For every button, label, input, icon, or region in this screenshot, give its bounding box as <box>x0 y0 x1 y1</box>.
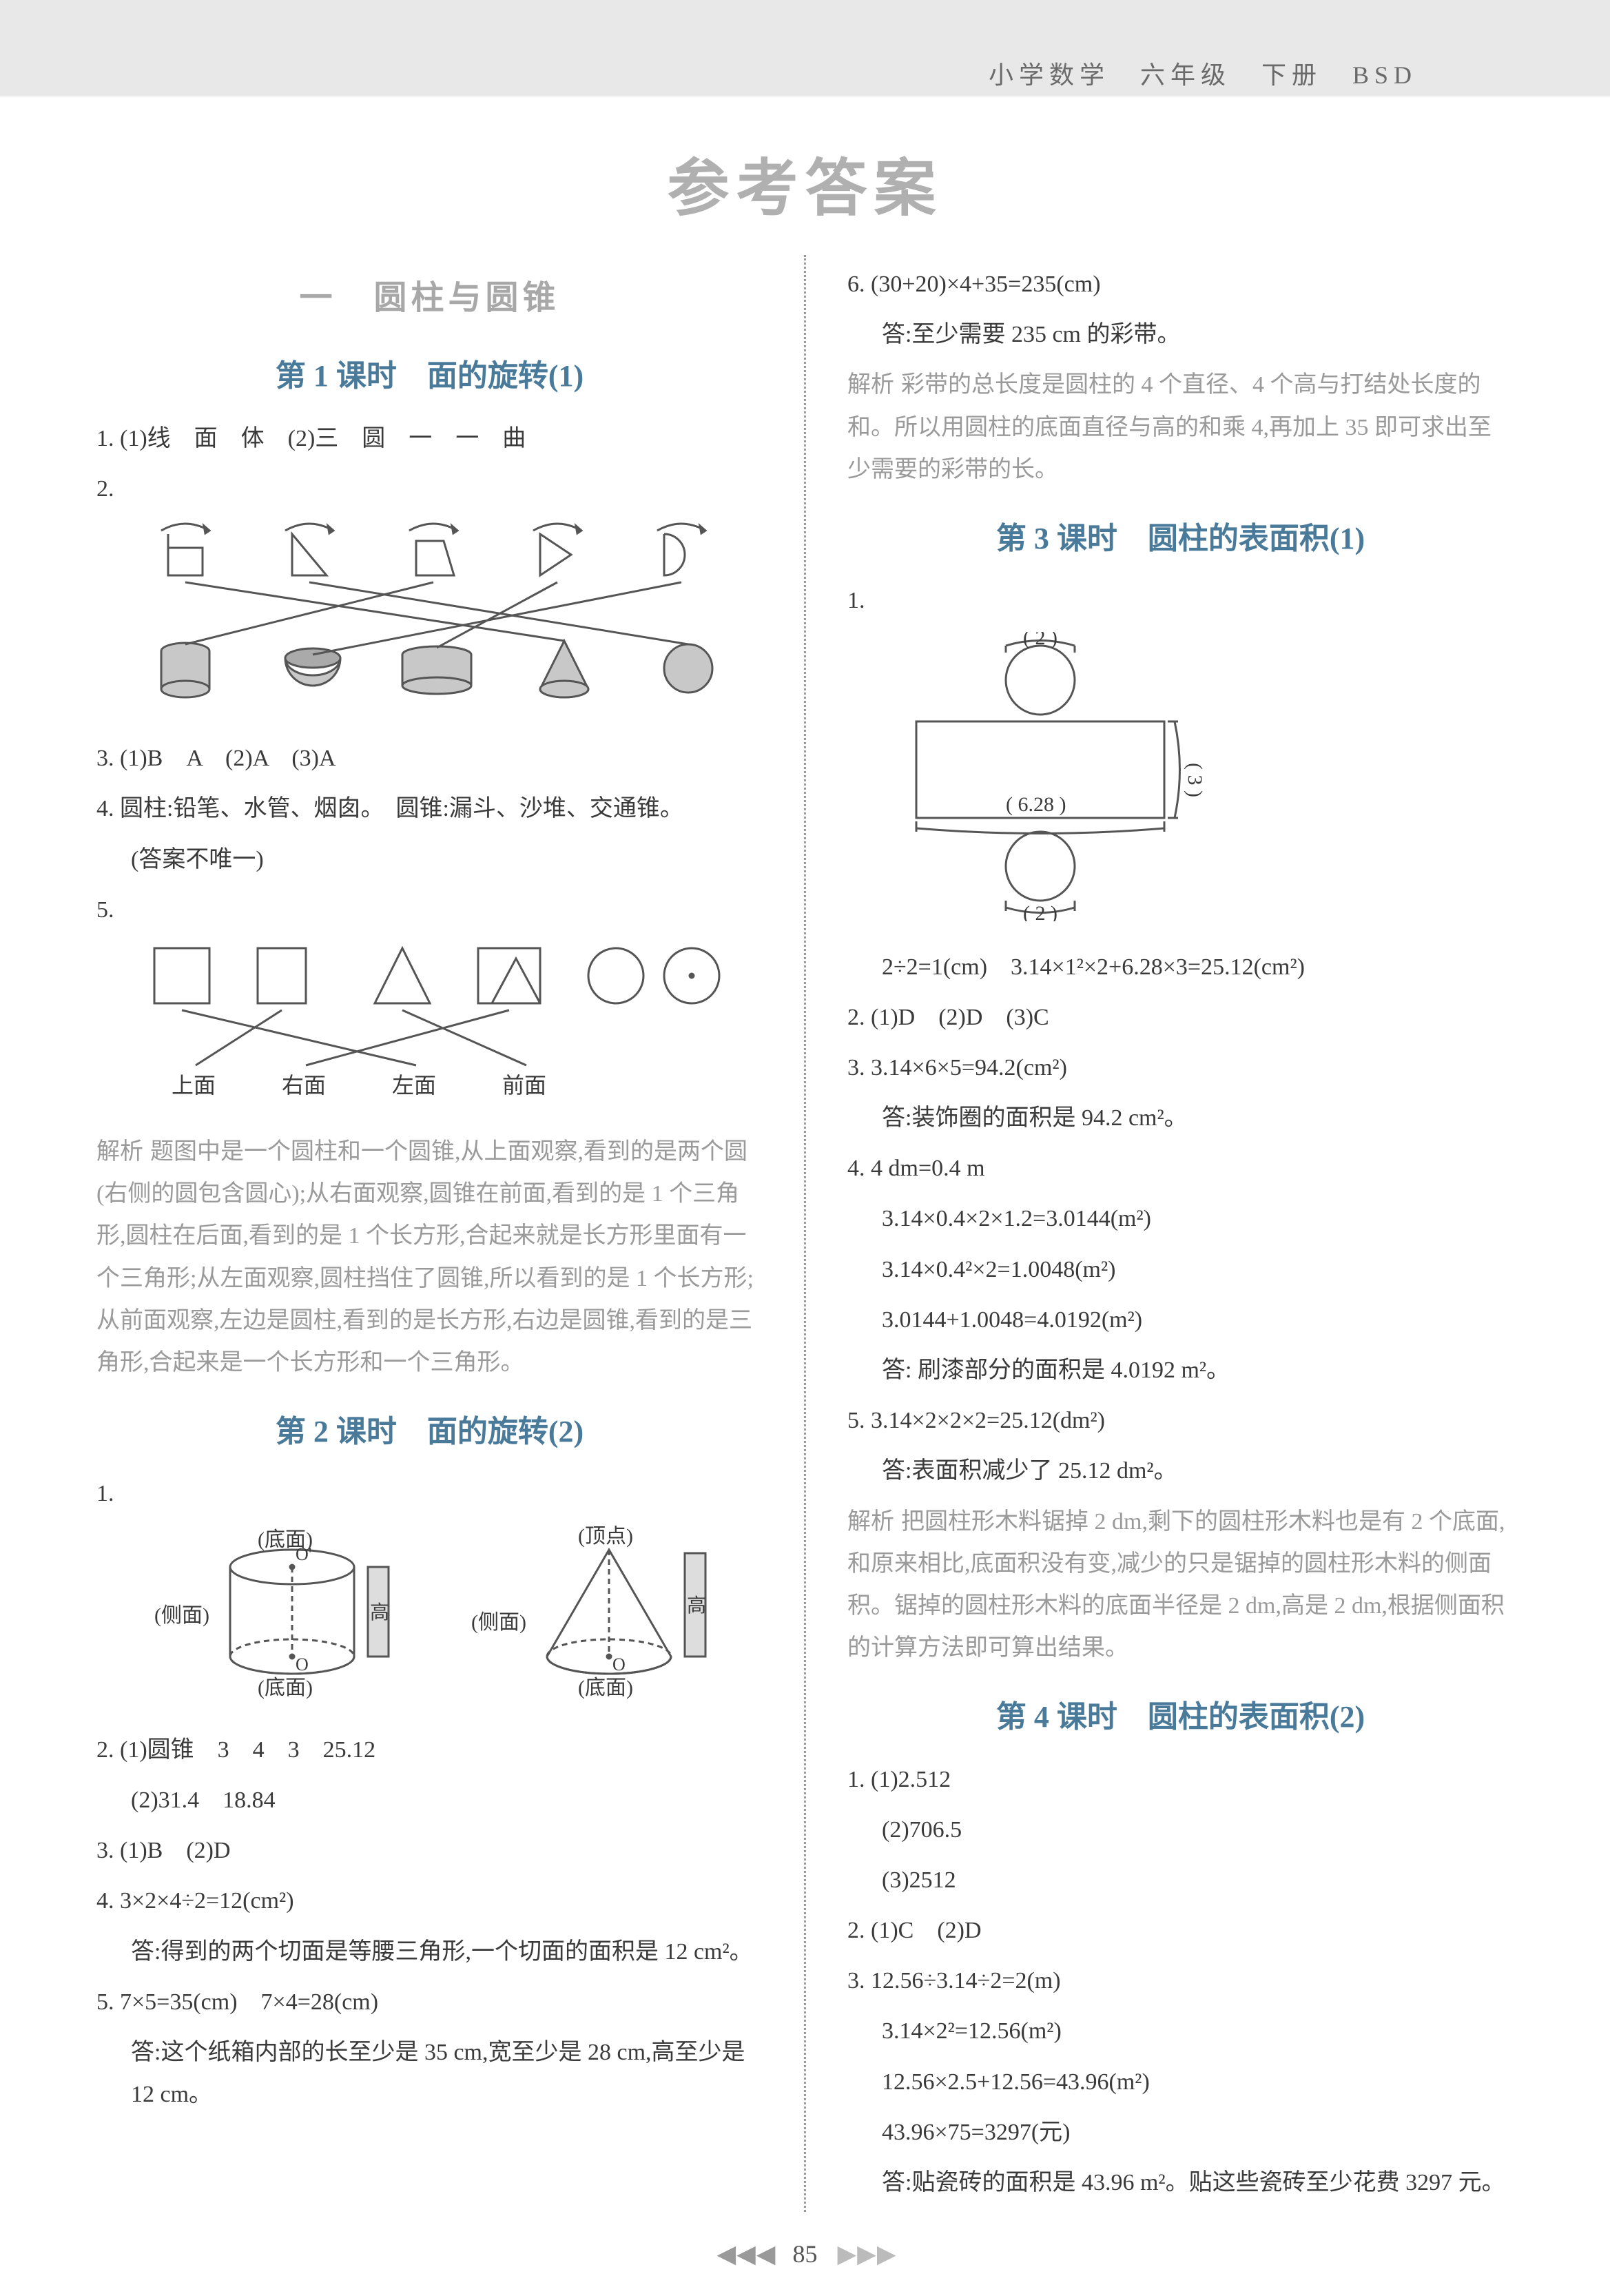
l3-q3a: 3. 3.14×6×5=94.2(cm²) <box>847 1047 1514 1089</box>
explain-text: 把圆柱形木料锯掉 2 dm,剩下的圆柱形木料也是有 2 个底面,和原来相比,底面… <box>847 1509 1505 1661</box>
l3-q5-explain: 解析把圆柱形木料锯掉 2 dm,剩下的圆柱形木料也是有 2 个底面,和原来相比,… <box>847 1501 1514 1670</box>
header-band: 小学数学 六年级 下册 BSD <box>0 0 1610 96</box>
r-q6-explain: 解析彩带的总长度是圆柱的 4 个直径、4 个高与打结处长度的和。所以用圆柱的底面… <box>847 364 1514 491</box>
left-column: 一 圆柱与圆锥 第 1 课时 面的旋转(1) 1. (1)线 面 体 (2)三 … <box>96 255 763 2212</box>
svg-text:右面: 右面 <box>282 1073 326 1098</box>
cylinder-net-diagram: ( 2 ) ( 6.28 ) ( 3 ) ( 2 ) <box>889 632 1302 921</box>
page-arrow-left-icon: ◀ ◀ ◀ <box>716 2240 772 2268</box>
l4-q1b: (2)706.5 <box>847 1809 1514 1851</box>
l3-q1-label: 1. <box>847 580 1514 622</box>
svg-text:左面: 左面 <box>392 1073 436 1098</box>
l4-q3d: 43.96×75=3297(元) <box>847 2111 1514 2153</box>
column-divider <box>804 255 806 2212</box>
page-number: ◀ ◀ ◀ 85 ▶ ▶ ▶ <box>0 2239 1610 2268</box>
header-text: 小学数学 六年级 下册 BSD <box>989 55 1417 91</box>
unit-title: 一 圆柱与圆锥 <box>96 269 763 328</box>
l3-q4b: 3.14×0.4×2×1.2=3.0144(m²) <box>847 1198 1514 1240</box>
svg-text:(侧面): (侧面) <box>471 1611 526 1634</box>
right-column: 6. (30+20)×4+35=235(cm) 答:至少需要 235 cm 的彩… <box>847 255 1514 2212</box>
svg-text:( 2 ): ( 2 ) <box>1023 902 1057 921</box>
page-arrow-right-icon: ▶ ▶ ▶ <box>838 2240 894 2268</box>
lesson3-title: 第 3 课时 圆柱的表面积(1) <box>847 511 1514 566</box>
l4-q3c: 12.56×2.5+12.56=43.96(m²) <box>847 2061 1514 2103</box>
l2-q4a: 4. 3×2×4÷2=12(cm²) <box>96 1880 763 1922</box>
content-columns: 一 圆柱与圆锥 第 1 课时 面的旋转(1) 1. (1)线 面 体 (2)三 … <box>0 255 1610 2212</box>
l4-q2: 2. (1)C (2)D <box>847 1909 1514 1951</box>
l3-q4d: 3.0144+1.0048=4.0192(m²) <box>847 1299 1514 1341</box>
explain-text: 彩带的总长度是圆柱的 4 个直径、4 个高与打结处长度的和。所以用圆柱的底面直径… <box>847 372 1492 482</box>
l2-q5a: 5. 7×5=35(cm) 7×4=28(cm) <box>96 1981 763 2023</box>
l4-q3a: 3. 12.56÷3.14÷2=2(m) <box>847 1960 1514 2002</box>
l4-q3b: 3.14×2²=12.56(m²) <box>847 2010 1514 2052</box>
explain-label: 解析 <box>96 1131 143 1173</box>
l1-q5-label: 5. <box>96 889 763 931</box>
lesson2-title: 第 2 课时 面的旋转(2) <box>96 1404 763 1459</box>
l1-q3: 3. (1)B A (2)A (3)A <box>96 737 763 779</box>
l1-q5-explain: 解析题图中是一个圆柱和一个圆锥,从上面观察,看到的是两个圆(右侧的圆包含圆心);… <box>96 1131 763 1384</box>
l4-q1c: (3)2512 <box>847 1859 1514 1901</box>
lesson4-title: 第 4 课时 圆柱的表面积(2) <box>847 1690 1514 1744</box>
l2-q1-figure: (底面) O' O (侧面) (底面) 高 <box>96 1526 763 1719</box>
l1-q2-figure <box>96 520 763 727</box>
l2-q3: 3. (1)B (2)D <box>96 1829 763 1872</box>
page-number-value: 85 <box>793 2240 818 2268</box>
l3-q5b: 答:表面积减少了 25.12 dm²。 <box>847 1450 1514 1492</box>
r-q6a: 6. (30+20)×4+35=235(cm) <box>847 263 1514 305</box>
l1-q5-figure: 上面 右面 左面 前面 <box>96 941 763 1120</box>
l2-q5b: 答:这个纸箱内部的长至少是 35 cm,宽至少是 28 cm,高至少是 12 c… <box>96 2031 763 2115</box>
l2-q4b: 答:得到的两个切面是等腰三角形,一个切面的面积是 12 cm²。 <box>96 1931 763 1973</box>
cylinder-cone-diagram: (底面) O' O (侧面) (底面) 高 <box>120 1526 740 1705</box>
svg-text:前面: 前面 <box>502 1073 546 1098</box>
l3-q3b: 答:装饰圈的面积是 94.2 cm²。 <box>847 1097 1514 1139</box>
l3-q2: 2. (1)D (2)D (3)C <box>847 996 1514 1038</box>
svg-text:(侧面): (侧面) <box>154 1604 209 1627</box>
l4-q1a: 1. (1)2.512 <box>847 1759 1514 1801</box>
l3-q4e: 答: 刷漆部分的面积是 4.0192 m²。 <box>847 1349 1514 1391</box>
svg-text:(底面): (底面) <box>578 1677 633 1699</box>
explain-label: 解析 <box>847 364 894 406</box>
l1-q2-label: 2. <box>96 468 763 510</box>
svg-text:高: 高 <box>370 1601 389 1623</box>
svg-text:O: O <box>612 1654 626 1674</box>
l3-q1-calc: 2÷2=1(cm) 3.14×1²×2+6.28×3=25.12(cm²) <box>847 946 1514 988</box>
svg-text:O: O <box>296 1654 309 1674</box>
matching-diagram-2: 上面 右面 左面 前面 <box>120 941 740 1107</box>
lesson1-title: 第 1 课时 面的旋转(1) <box>96 349 763 403</box>
svg-text:高: 高 <box>687 1595 706 1617</box>
l3-q4a: 4. 4 dm=0.4 m <box>847 1147 1514 1189</box>
l2-q2b: (2)31.4 18.84 <box>96 1779 763 1821</box>
r-q6b: 答:至少需要 235 cm 的彩带。 <box>847 314 1514 356</box>
explain-text: 题图中是一个圆柱和一个圆锥,从上面观察,看到的是两个圆(右侧的圆包含圆心);从右… <box>96 1139 754 1375</box>
svg-text:O': O' <box>296 1544 311 1564</box>
svg-text:(底面): (底面) <box>258 1677 313 1699</box>
l4-q3e: 答:贴瓷砖的面积是 43.96 m²。贴这些瓷砖至少花费 3297 元。 <box>847 2162 1514 2204</box>
l2-q2: 2. (1)圆锥 3 4 3 25.12 <box>96 1729 763 1771</box>
l3-q4c: 3.14×0.4²×2=1.0048(m²) <box>847 1249 1514 1291</box>
svg-text:( 6.28 ): ( 6.28 ) <box>1006 793 1066 816</box>
svg-text:( 3 ): ( 3 ) <box>1184 763 1206 797</box>
l1-q4: 4. 圆柱:铅笔、水管、烟囱。 圆锥:漏斗、沙堆、交通锥。 <box>96 788 763 830</box>
explain-label: 解析 <box>847 1501 894 1543</box>
l1-q4b: (答案不唯一) <box>96 839 763 881</box>
l1-q1: 1. (1)线 面 体 (2)三 圆 一 一 曲 <box>96 418 763 460</box>
svg-text:( 2 ): ( 2 ) <box>1023 632 1057 649</box>
l3-q1-figure: ( 2 ) ( 6.28 ) ( 3 ) ( 2 ) <box>847 632 1514 935</box>
svg-text:(顶点): (顶点) <box>578 1526 633 1548</box>
l2-q1-label: 1. <box>96 1473 763 1515</box>
matching-diagram-1 <box>120 520 740 713</box>
l3-q5a: 5. 3.14×2×2×2=25.12(dm²) <box>847 1400 1514 1442</box>
main-title: 参考答案 <box>0 138 1610 227</box>
svg-text:上面: 上面 <box>172 1073 216 1098</box>
